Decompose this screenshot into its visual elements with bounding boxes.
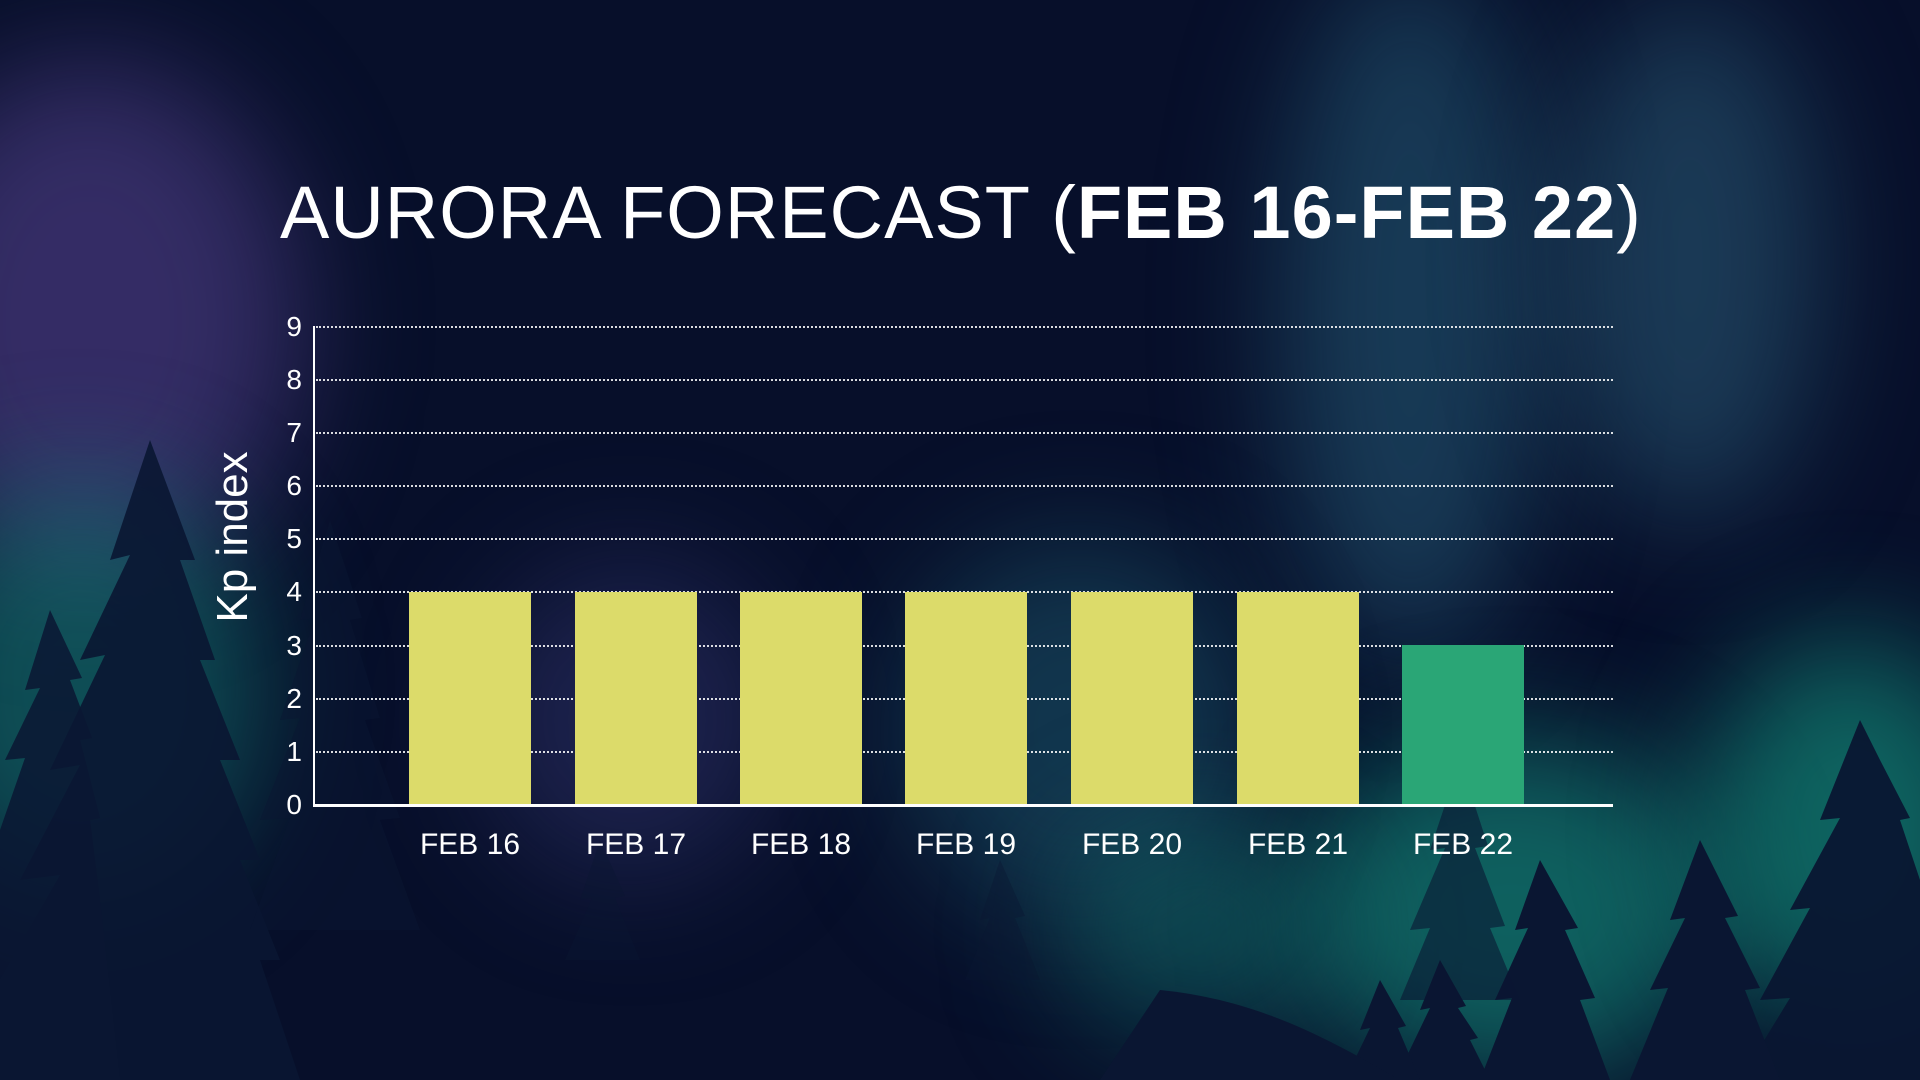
y-tick-5: 5 xyxy=(286,523,302,554)
y-tick-7: 7 xyxy=(286,417,302,448)
gridline-6 xyxy=(316,485,1613,487)
gridline-8 xyxy=(316,379,1613,381)
x-label-feb-21: FEB 21 xyxy=(1247,828,1349,861)
x-label-feb-18: FEB 18 xyxy=(750,828,852,861)
x-label-feb-16: FEB 16 xyxy=(419,828,521,861)
chart-title-suffix: ) xyxy=(1616,171,1642,254)
gridline-5 xyxy=(316,538,1613,540)
gridline-4 xyxy=(316,591,1613,593)
x-label-feb-17: FEB 17 xyxy=(585,828,687,861)
bar-feb-16 xyxy=(409,592,531,805)
bar-feb-21 xyxy=(1237,592,1359,805)
chart-title-prefix: AURORA FORECAST ( xyxy=(280,171,1077,254)
gridline-7 xyxy=(316,432,1613,434)
bar-feb-18 xyxy=(740,592,862,805)
bar-feb-17 xyxy=(575,592,697,805)
y-tick-0: 0 xyxy=(286,789,302,820)
bar-feb-20 xyxy=(1071,592,1193,805)
bar-feb-19 xyxy=(905,592,1027,805)
y-tick-6: 6 xyxy=(286,470,302,501)
y-tick-2: 2 xyxy=(286,683,302,714)
gridline-9 xyxy=(316,326,1613,328)
x-label-feb-19: FEB 19 xyxy=(915,828,1017,861)
chart-title-date-range: FEB 16-FEB 22 xyxy=(1076,171,1617,254)
bar-feb-22 xyxy=(1402,645,1524,805)
y-tick-9: 9 xyxy=(286,311,302,342)
y-axis-line xyxy=(313,326,315,806)
y-tick-1: 1 xyxy=(286,736,302,767)
x-axis-line xyxy=(313,804,1613,807)
x-label-feb-22: FEB 22 xyxy=(1412,828,1514,861)
chart-title: AURORA FORECAST (FEB 16-FEB 22) xyxy=(280,168,1642,258)
y-tick-8: 8 xyxy=(286,364,302,395)
y-tick-3: 3 xyxy=(286,630,302,661)
y-tick-4: 4 xyxy=(286,576,302,607)
x-label-feb-20: FEB 20 xyxy=(1081,828,1183,861)
